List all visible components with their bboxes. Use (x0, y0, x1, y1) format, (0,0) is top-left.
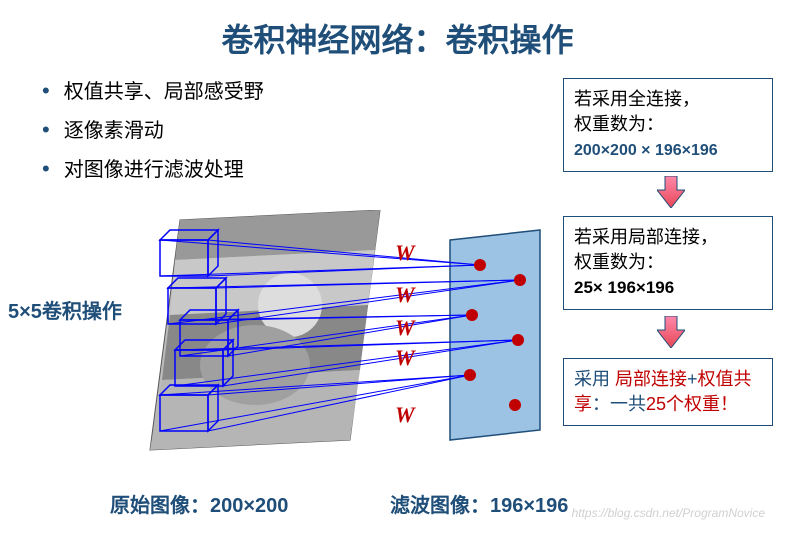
box2-formula: 25× 196×196 (574, 278, 674, 297)
box2-line1: 若采用局部连接， (574, 227, 718, 247)
convolution-diagram: WWWWW (120, 210, 560, 480)
input-image-plane (150, 210, 380, 450)
filtered-image-label: 滤波图像：196×196 (390, 489, 568, 518)
box1-formula: 200×200 × 196×196 (574, 142, 718, 159)
box-fully-connected: 若采用全连接， 权重数为： 200×200 × 196×196 (563, 78, 773, 172)
output-plane (450, 230, 540, 440)
arrow-down-icon (657, 176, 685, 208)
b3-mid2: ：一共 (592, 394, 646, 414)
box-weight-sharing: 采用 局部连接+权值共享：一共25个权重！ (563, 358, 773, 426)
page-title: 卷积神经网络：卷积操作 (0, 15, 795, 61)
box1-line1: 若采用全连接， (574, 89, 700, 109)
arrow-down-icon (657, 316, 685, 348)
bullet-list: 权值共享、局部感受野 逐像素滑动 对图像进行滤波处理 (42, 75, 264, 192)
svg-text:W: W (395, 315, 416, 340)
b3-red1: 局部连接 (615, 369, 687, 389)
watermark-text: https://blog.csdn.net/ProgramNovice (572, 506, 765, 520)
bullet-item: 逐像素滑动 (42, 114, 264, 143)
svg-text:W: W (395, 282, 416, 307)
box-local-connect: 若采用局部连接， 权重数为： 25× 196×196 (563, 216, 773, 310)
box2-line2: 权重数为： (574, 252, 664, 272)
bullet-item: 对图像进行滤波处理 (42, 153, 264, 182)
bullet-item: 权值共享、局部感受野 (42, 75, 264, 104)
b3-mid1: + (687, 369, 698, 389)
svg-text:W: W (395, 240, 416, 265)
conv-kernel-label: 5×5卷积操作 (8, 295, 122, 324)
b3-red3: 25个权重！ (646, 394, 738, 414)
b3-pre: 采用 (574, 369, 615, 389)
original-image-label: 原始图像：200×200 (110, 489, 288, 518)
svg-text:W: W (395, 402, 416, 427)
box1-line2: 权重数为： (574, 114, 664, 134)
svg-text:W: W (395, 345, 416, 370)
